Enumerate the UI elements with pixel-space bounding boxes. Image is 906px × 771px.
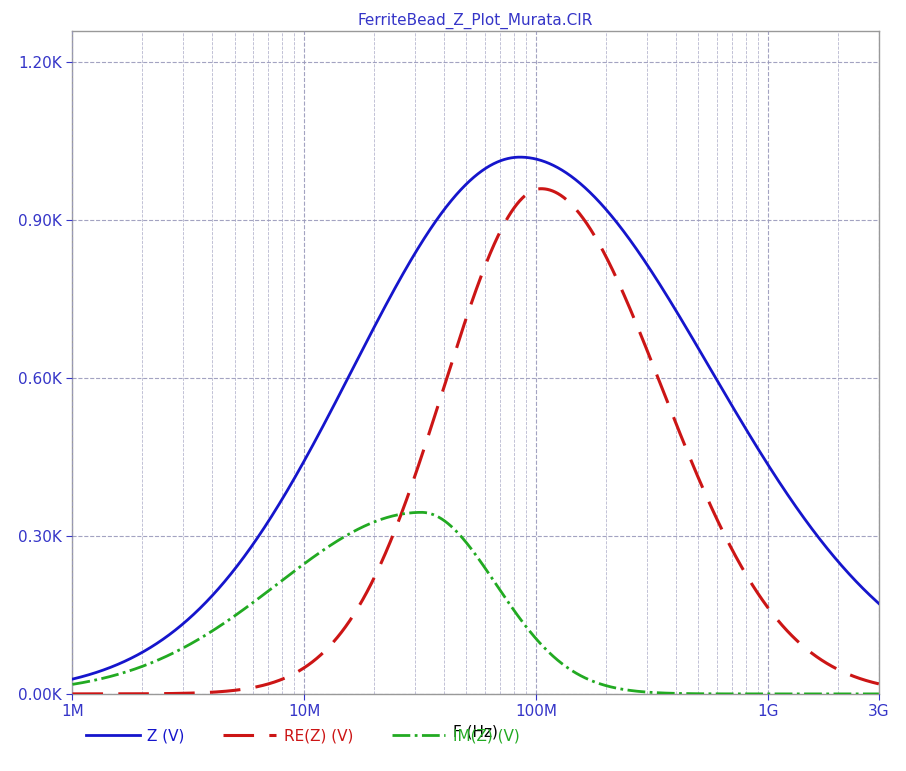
Title: FerriteBead_Z_Plot_Murata.CIR: FerriteBead_Z_Plot_Murata.CIR [358,13,593,29]
Legend: Z (V), RE(Z) (V), IM(Z) (V): Z (V), RE(Z) (V), IM(Z) (V) [80,722,525,749]
X-axis label: F (Hz): F (Hz) [453,725,498,740]
